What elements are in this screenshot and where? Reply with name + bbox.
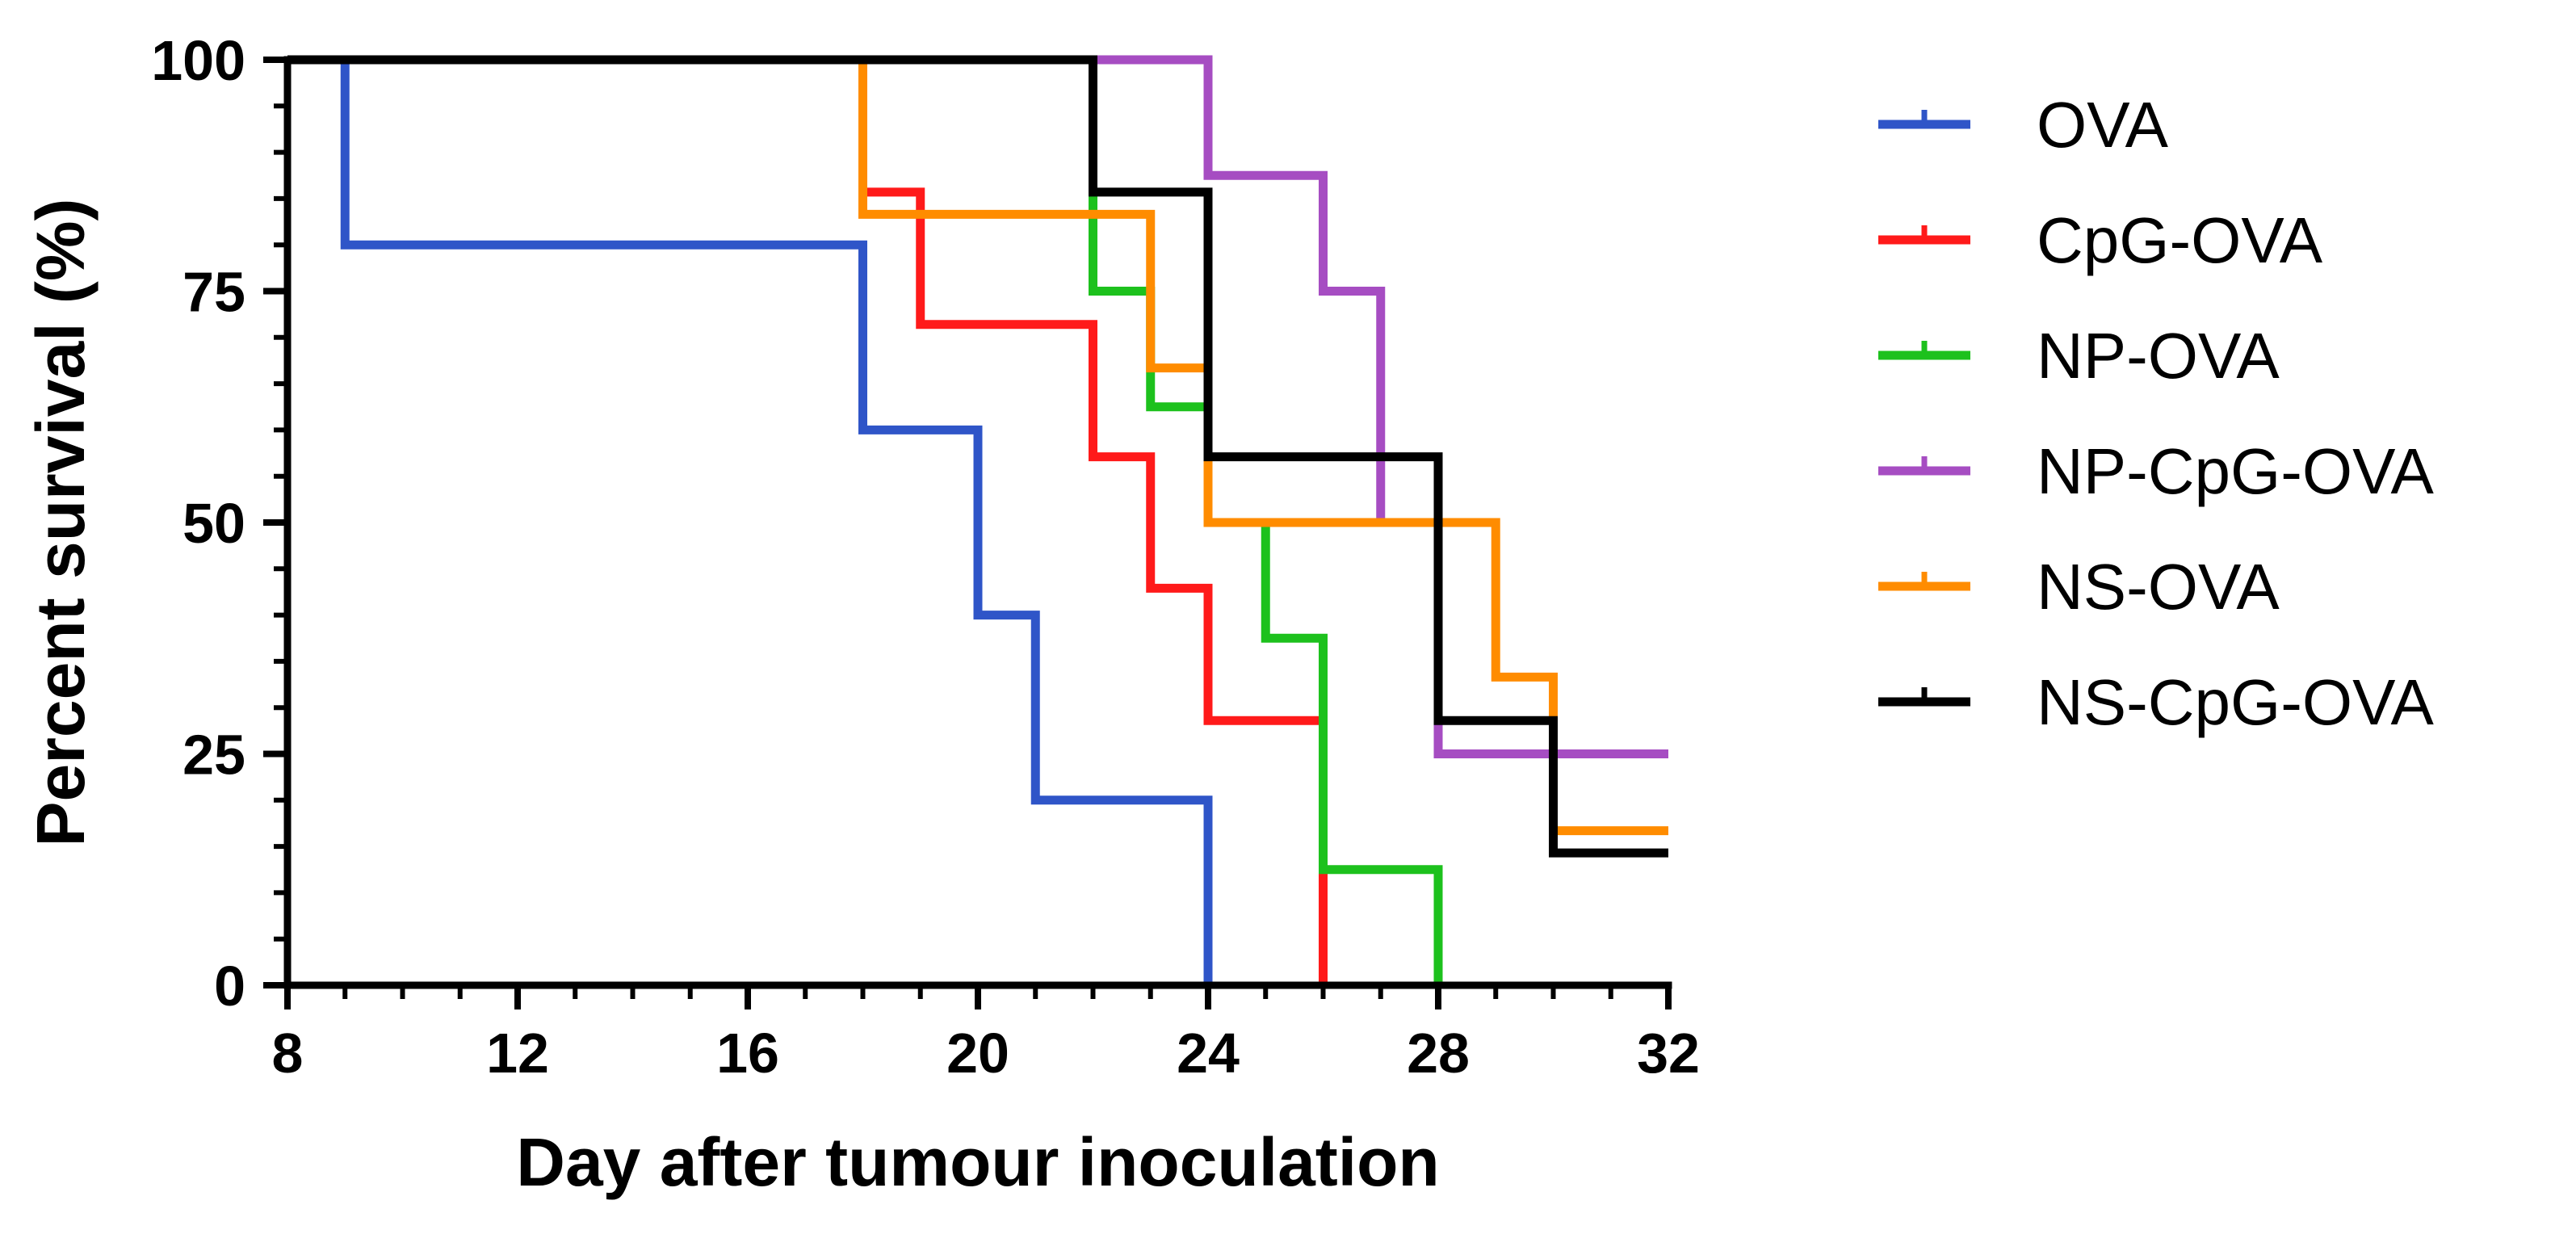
y-axis-title: Percent survival (%): [23, 198, 99, 846]
x-tick-label: 32: [1637, 1022, 1700, 1085]
plot-series: [287, 55, 1668, 985]
legend-label-np-ova: NP-OVA: [2037, 320, 2280, 392]
series-line-ns-cpg-ova: [287, 55, 1668, 858]
y-tick-label: 50: [183, 492, 245, 555]
x-tick-label: 28: [1407, 1022, 1470, 1085]
x-tick-label: 24: [1177, 1022, 1240, 1085]
x-tick-label: 12: [486, 1022, 549, 1085]
series-line-np-cpg-ova: [287, 55, 1668, 758]
x-tick-label: 20: [946, 1022, 1009, 1085]
x-axis-title: Day after tumour inoculation: [516, 1124, 1439, 1200]
series-line-ova: [287, 55, 1213, 985]
series-line-cpg-ova: [287, 55, 1328, 985]
legend-label-ova: OVA: [2037, 89, 2169, 161]
legend: OVA CpG-OVA NP-OVA NP-CpG-OVA NS-OVA NS-CpG-O…: [1878, 89, 2435, 738]
legend-label-ns-ova: NS-OVA: [2037, 551, 2280, 623]
legend-label-ns-cpg-ova: NS-CpG-OVA: [2037, 666, 2435, 738]
y-tick-label: 25: [183, 724, 245, 787]
legend-label-np-cpg-ova: NP-CpG-OVA: [2037, 435, 2435, 507]
y-tick-label: 75: [183, 261, 245, 324]
ticks: 8 12 16 20 24 28 32 0 25 50 75 100: [151, 29, 1700, 1085]
x-tick-label: 16: [716, 1022, 779, 1085]
y-tick-label: 100: [151, 29, 245, 92]
x-tick-label: 8: [272, 1022, 304, 1085]
y-tick-label: 0: [214, 955, 245, 1018]
legend-label-cpg-ova: CpG-OVA: [2037, 204, 2323, 276]
